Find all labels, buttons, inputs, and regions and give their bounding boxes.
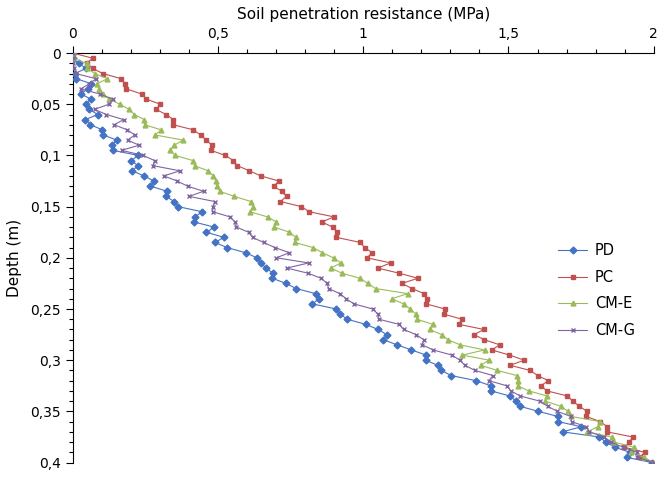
CM-G xyxy=(543,403,551,409)
CM-G xyxy=(650,460,658,466)
Line: CM-G: CM-G xyxy=(70,51,656,465)
CM-E xyxy=(557,403,565,409)
PD xyxy=(516,403,524,409)
CM-E xyxy=(514,383,522,389)
CM-G xyxy=(317,275,325,281)
PD xyxy=(69,50,77,56)
PC xyxy=(537,383,545,389)
CM-E xyxy=(597,419,604,424)
Line: PC: PC xyxy=(70,51,656,465)
CM-E xyxy=(650,460,658,466)
PC xyxy=(441,306,449,312)
PD xyxy=(332,306,340,312)
CM-G xyxy=(567,419,575,424)
PD xyxy=(487,383,495,389)
CM-E xyxy=(458,352,466,358)
PD xyxy=(648,460,656,466)
PC xyxy=(69,50,77,56)
PD xyxy=(554,419,562,424)
Y-axis label: Depth (m): Depth (m) xyxy=(7,219,22,297)
CM-E xyxy=(69,50,77,56)
CM-G xyxy=(369,306,377,312)
Legend: PD, PC, CM-E, CM-G: PD, PC, CM-E, CM-G xyxy=(553,237,640,344)
Line: PD: PD xyxy=(70,51,654,465)
PD xyxy=(422,352,430,358)
PC xyxy=(650,460,658,466)
CM-G xyxy=(448,352,456,358)
CM-E xyxy=(406,306,414,312)
X-axis label: Soil penetration resistance (MPa): Soil penetration resistance (MPa) xyxy=(237,7,490,22)
CM-E xyxy=(356,275,364,281)
PC xyxy=(575,403,583,409)
PC xyxy=(596,419,604,424)
PD xyxy=(269,275,277,281)
CM-G xyxy=(69,50,77,56)
PC xyxy=(505,352,513,358)
CM-G xyxy=(503,383,511,389)
PC xyxy=(414,275,422,281)
Line: CM-E: CM-E xyxy=(70,51,656,465)
